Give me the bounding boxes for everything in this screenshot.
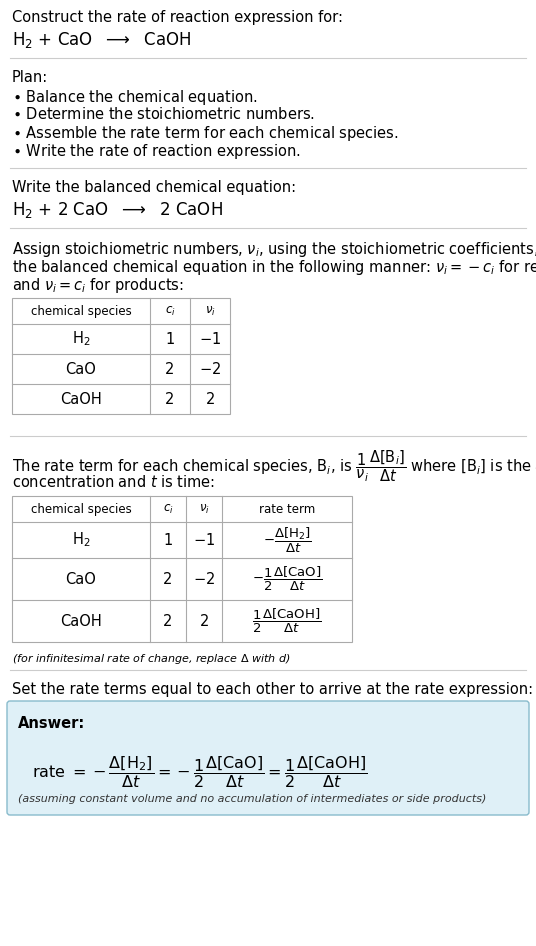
Text: $\nu_i$: $\nu_i$ [199, 502, 210, 516]
Text: $-1$: $-1$ [199, 331, 221, 347]
Text: H$_2$ + 2 CaO  $\longrightarrow$  2 CaOH: H$_2$ + 2 CaO $\longrightarrow$ 2 CaOH [12, 200, 223, 220]
Text: 1: 1 [166, 331, 175, 346]
Text: $2$: $2$ [199, 613, 209, 629]
Text: $\bullet$ Write the rate of reaction expression.: $\bullet$ Write the rate of reaction exp… [12, 142, 301, 161]
Text: $-\dfrac{1}{2}\dfrac{\Delta[\mathrm{CaO}]}{\Delta t}$: $-\dfrac{1}{2}\dfrac{\Delta[\mathrm{CaO}… [252, 565, 322, 593]
Text: $\bullet$ Determine the stoichiometric numbers.: $\bullet$ Determine the stoichiometric n… [12, 106, 315, 122]
Text: chemical species: chemical species [31, 502, 131, 516]
Text: $c_i$: $c_i$ [165, 305, 175, 318]
Text: $c_i$: $c_i$ [162, 502, 173, 516]
Text: H$_2$: H$_2$ [72, 531, 90, 550]
Text: chemical species: chemical species [31, 305, 131, 318]
Text: 2: 2 [165, 392, 175, 407]
Text: CaO: CaO [65, 361, 96, 377]
Text: $2$: $2$ [205, 391, 215, 407]
Bar [12, 298, 230, 414]
Text: rate $= -\dfrac{\Delta[\mathrm{H_2}]}{\Delta t} = -\dfrac{1}{2}\dfrac{\Delta[\ma: rate $= -\dfrac{\Delta[\mathrm{H_2}]}{\D… [32, 754, 367, 790]
Text: CaO: CaO [65, 571, 96, 587]
Text: $-1$: $-1$ [193, 532, 215, 548]
Text: concentration and $t$ is time:: concentration and $t$ is time: [12, 474, 215, 490]
Bar [12, 496, 352, 642]
Text: $\dfrac{1}{2}\dfrac{\Delta[\mathrm{CaOH}]}{\Delta t}$: $\dfrac{1}{2}\dfrac{\Delta[\mathrm{CaOH}… [252, 607, 322, 635]
Text: 1: 1 [163, 533, 173, 548]
Text: H$_2$ + CaO  $\longrightarrow$  CaOH: H$_2$ + CaO $\longrightarrow$ CaOH [12, 30, 191, 50]
Text: Set the rate terms equal to each other to arrive at the rate expression:: Set the rate terms equal to each other t… [12, 682, 533, 697]
Text: rate term: rate term [259, 502, 315, 516]
Text: (for infinitesimal rate of change, replace $\Delta$ with $d$): (for infinitesimal rate of change, repla… [12, 652, 291, 666]
Text: 2: 2 [165, 361, 175, 377]
Text: (assuming constant volume and no accumulation of intermediates or side products): (assuming constant volume and no accumul… [18, 794, 486, 804]
Text: Plan:: Plan: [12, 70, 48, 85]
Text: and $\nu_i = c_i$ for products:: and $\nu_i = c_i$ for products: [12, 276, 184, 295]
Text: $-2$: $-2$ [193, 571, 215, 587]
Text: 2: 2 [163, 571, 173, 587]
Text: $\bullet$ Balance the chemical equation.: $\bullet$ Balance the chemical equation. [12, 88, 257, 107]
Text: $-2$: $-2$ [199, 361, 221, 377]
Text: Write the balanced chemical equation:: Write the balanced chemical equation: [12, 180, 296, 195]
Text: the balanced chemical equation in the following manner: $\nu_i = -c_i$ for react: the balanced chemical equation in the fo… [12, 258, 536, 277]
Text: 2: 2 [163, 614, 173, 628]
Text: $-\dfrac{\Delta[\mathrm{H_2}]}{\Delta t}$: $-\dfrac{\Delta[\mathrm{H_2}]}{\Delta t}… [263, 525, 311, 554]
Text: Assign stoichiometric numbers, $\nu_i$, using the stoichiometric coefficients, $: Assign stoichiometric numbers, $\nu_i$, … [12, 240, 536, 259]
FancyBboxPatch shape [7, 701, 529, 815]
Text: Answer:: Answer: [18, 716, 85, 731]
Text: $\nu_i$: $\nu_i$ [205, 305, 215, 318]
Text: CaOH: CaOH [60, 614, 102, 628]
Text: CaOH: CaOH [60, 392, 102, 407]
Text: The rate term for each chemical species, B$_i$, is $\dfrac{1}{\nu_i}\dfrac{\Delt: The rate term for each chemical species,… [12, 448, 536, 483]
Text: $\bullet$ Assemble the rate term for each chemical species.: $\bullet$ Assemble the rate term for eac… [12, 124, 399, 143]
Text: H$_2$: H$_2$ [72, 329, 90, 348]
Text: Construct the rate of reaction expression for:: Construct the rate of reaction expressio… [12, 10, 343, 25]
